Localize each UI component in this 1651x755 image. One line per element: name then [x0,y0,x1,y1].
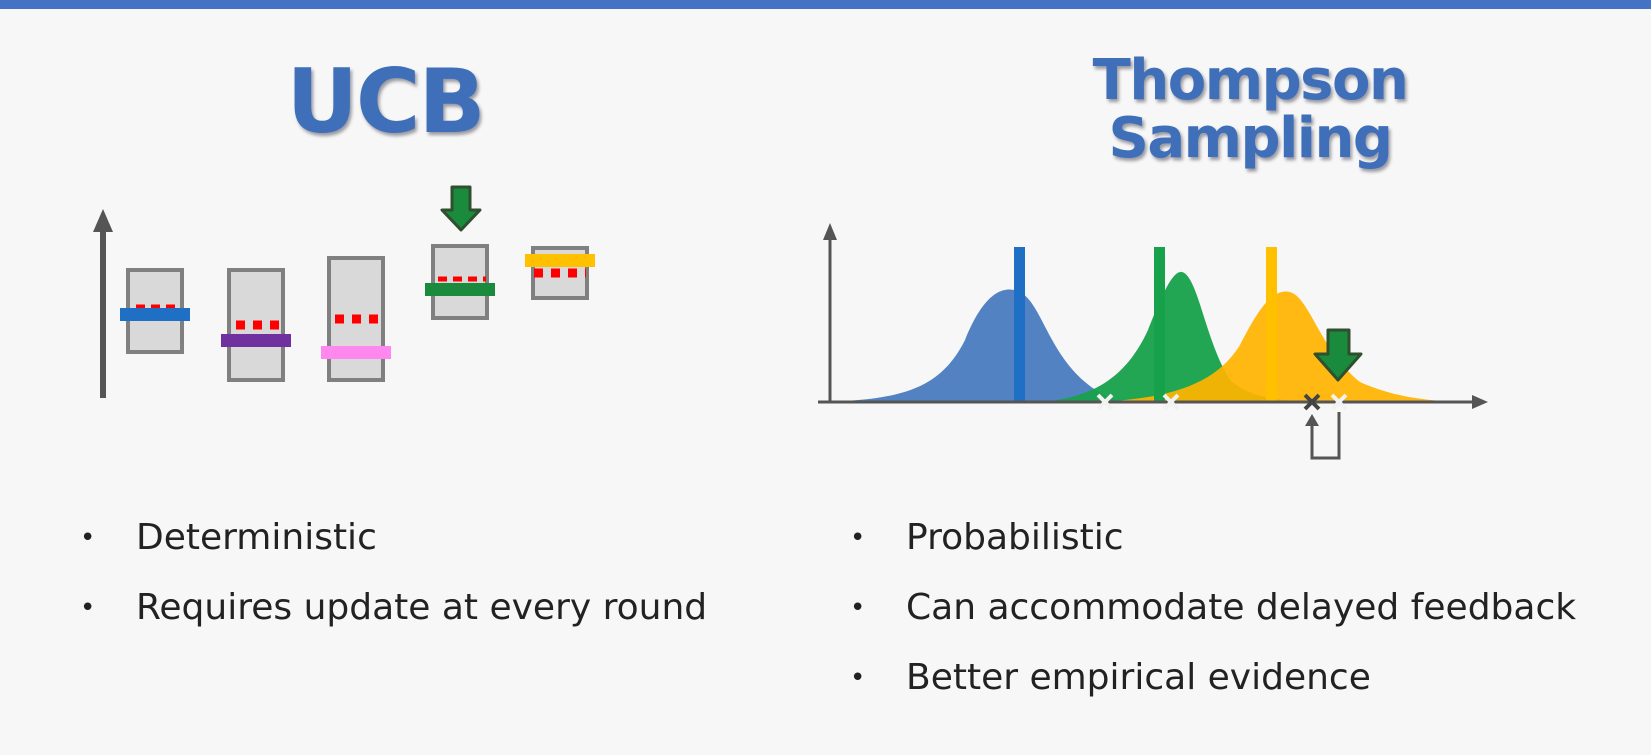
bullet-text: Can accommodate delayed feedback [906,587,1577,628]
header-bar [0,0,1651,9]
bullet-text: Requires update at every round [136,587,708,628]
bullet-icon: • [80,523,96,553]
list-item: • Requires update at every round [80,586,707,656]
ucb-y-axis [93,209,113,398]
ucb-title: UCB [286,50,485,153]
x-mark-icon [1303,393,1321,411]
bullet-icon: • [80,593,96,623]
distribution-2 [1040,271,1330,402]
ucb-bullets: • Deterministic • Requires update at every… [80,516,707,656]
bullet-icon: • [850,523,866,553]
list-item: • Can accommodate delayed feedback [850,586,1576,656]
x-mark-icon [1096,393,1114,411]
distribution-3 [1100,291,1480,402]
list-item: • Better empirical evidence [850,656,1576,726]
ucb-arm-5 [525,246,595,300]
ucb-diagram [93,185,595,398]
list-item: • Deterministic [80,516,707,586]
thompson-title-line1: Thompson [1092,48,1409,113]
thompson-axes [818,223,1488,409]
ucb-arm-4 [425,244,495,320]
mean-line-3 [1266,247,1277,403]
distribution-1 [820,289,1120,402]
down-arrow-icon [440,185,482,232]
down-arrow-icon [1313,328,1363,382]
bullet-icon: • [850,593,866,623]
mean-line-2 [1154,247,1165,403]
ucb-arm-3 [321,256,391,382]
mean-line-1 [1014,247,1025,403]
thompson-diagram [818,223,1488,460]
bracket-arrow-icon [1305,412,1341,460]
bullet-text: Probabilistic [906,517,1124,558]
bullet-icon: • [850,663,866,693]
thompson-title-line2: Sampling [1108,106,1393,171]
bullet-text: Deterministic [136,517,377,558]
x-mark-icon [1330,393,1348,411]
ucb-arm-1 [120,268,190,354]
thompson-sampling-title: Thompson Sampling [1045,52,1455,168]
ucb-arm-2 [221,268,291,382]
bullet-text: Better empirical evidence [906,657,1371,698]
thompson-bullets: • Probabilistic • Can accommodate delayed … [850,516,1576,726]
x-mark-icon [1162,393,1180,411]
list-item: • Probabilistic [850,516,1576,586]
